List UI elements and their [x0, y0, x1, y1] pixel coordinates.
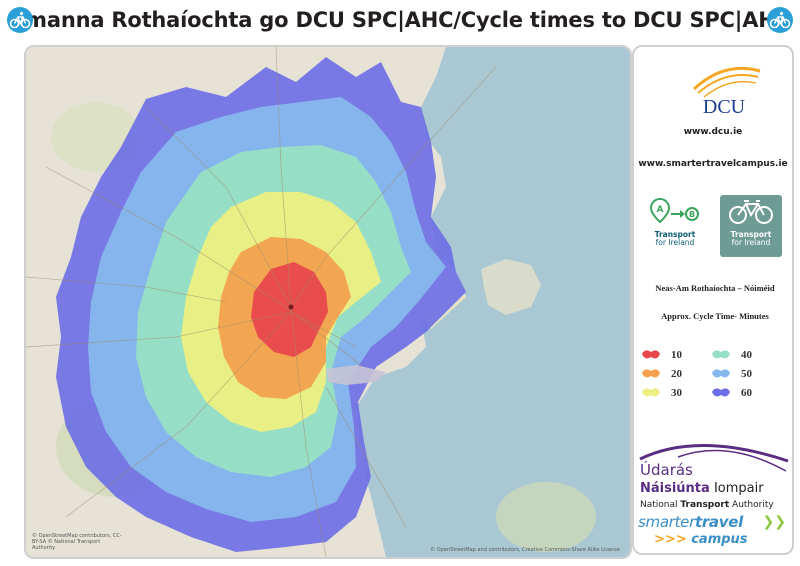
legend-item-40: 40: [710, 348, 752, 361]
map-view[interactable]: © OpenStreetMap contributors, CC-BY-SA ©…: [24, 45, 632, 559]
dcu-logo: DCU: [692, 66, 761, 117]
legend-swatch: [642, 350, 660, 359]
svg-text:B: B: [689, 210, 695, 219]
legend-item-10: 10: [640, 348, 682, 361]
cyclist-icon: [7, 7, 33, 33]
tfi-cycle-logo: Transport for Ireland: [720, 195, 782, 257]
smarter-travel-campus-text: >>> campus: [654, 532, 748, 547]
road-network: [26, 47, 497, 557]
page-title: Amanna Rothaíochta go DCU SPC|AHC/Cycle …: [9, 8, 791, 32]
smarter-travel-logo: smartertravel: [638, 513, 743, 531]
legend-subtitle: Approx. Cycle Time- Minutes: [661, 311, 769, 321]
bicycle-icon: [729, 200, 773, 224]
isochrone-map: [26, 47, 630, 557]
svg-text:A: A: [657, 205, 664, 215]
legend-swatch: [712, 388, 730, 397]
dcu-campus-marker: [288, 304, 294, 310]
legend-swatch: [712, 369, 730, 378]
tfi-line2: for Ireland: [655, 238, 695, 247]
side-panel: DCU www.dcu.ie www.smartertravelcampus.i…: [632, 45, 794, 555]
tfi-cycle-line1: Transport: [730, 230, 772, 239]
map-attribution-right: © OpenStreetMap and contributors, Creati…: [430, 547, 620, 553]
legend-swatch: [642, 388, 660, 397]
stc-url[interactable]: www.smartertravelcampus.ie: [638, 159, 788, 169]
dcu-url[interactable]: www.dcu.ie: [683, 127, 743, 137]
legend-label: 20: [671, 367, 682, 380]
header: Amanna Rothaíochta go DCU SPC|AHC/Cycle …: [0, 0, 800, 40]
tfi-line1: Transport: [654, 230, 696, 239]
legend-swatch: [642, 369, 660, 378]
legend-label: 40: [741, 348, 752, 361]
nta-line2: Náisiúnta Iompair: [640, 481, 764, 496]
legend-item-20: 20: [640, 367, 682, 380]
nta-line1: Údarás: [640, 461, 693, 479]
map-attribution-left: © OpenStreetMap contributors, CC-BY-SA ©…: [32, 533, 122, 551]
legend-item-50: 50: [710, 367, 752, 380]
legend-item-30: 30: [640, 386, 682, 399]
journey-pin-icon: A B: [649, 197, 699, 224]
legend-label: 50: [741, 367, 752, 380]
legend-title: Neas-Am Rothaíochta – Nóiméid: [655, 283, 775, 293]
nta-line3: National Transport Authority: [640, 500, 774, 510]
legend-item-60: 60: [710, 386, 752, 399]
tfi-journey-planner-logo: A B Transport for Ireland: [644, 195, 706, 257]
nta-logo-arcs: [639, 444, 789, 472]
howth-peninsula: [481, 259, 541, 315]
dcu-logo-text: DCU: [703, 96, 746, 117]
cyclist-icon: [767, 7, 793, 33]
legend-label: 60: [741, 386, 752, 399]
tfi-cycle-line2: for Ireland: [731, 238, 771, 247]
green-area: [496, 482, 596, 552]
legend-label: 10: [671, 348, 682, 361]
dublin-port: [326, 365, 386, 385]
legend-swatch: [712, 350, 730, 359]
legend-label: 30: [671, 386, 682, 399]
chevron-arrows-icon: ❯❯: [762, 513, 786, 529]
